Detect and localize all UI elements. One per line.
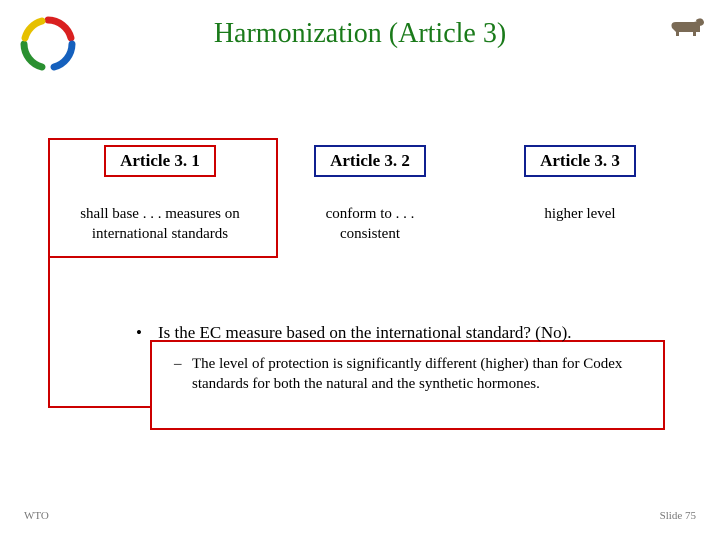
highlight-connector-v [48,258,50,408]
article-box-2: Article 3. 2 [314,145,426,177]
highlight-box-column [48,138,278,258]
article-col-2: Article 3. 2 conform to . . . consistent [270,145,470,244]
article-desc-3: higher level [480,205,680,225]
slide-title: Harmonization (Article 3) [0,18,720,50]
highlight-connector-h [48,406,152,408]
bullet-dot-icon: • [136,322,158,344]
footer-left: WTO [24,510,49,522]
article-desc-2-line1: conform to . . . [270,205,470,225]
bullet-level-1-text: Is the EC measure based on the internati… [158,322,572,344]
footer-slide-number: 75 [685,510,696,522]
article-desc-2-line2: consistent [270,225,470,245]
article-desc-3-line1: higher level [480,205,680,225]
bullet-block: • Is the EC measure based on the interna… [136,322,700,395]
bullet-dash-icon: – [174,354,192,395]
bullet-level-1: • Is the EC measure based on the interna… [136,322,700,344]
article-desc-2: conform to . . . consistent [270,205,470,244]
bullet-level-2: – The level of protection is significant… [174,354,700,395]
footer-right: Slide 75 [660,510,696,522]
footer-right-prefix: Slide [660,510,685,522]
article-col-3: Article 3. 3 higher level [480,145,680,244]
bullet-level-2-text: The level of protection is significantly… [192,354,670,395]
article-box-3: Article 3. 3 [524,145,636,177]
